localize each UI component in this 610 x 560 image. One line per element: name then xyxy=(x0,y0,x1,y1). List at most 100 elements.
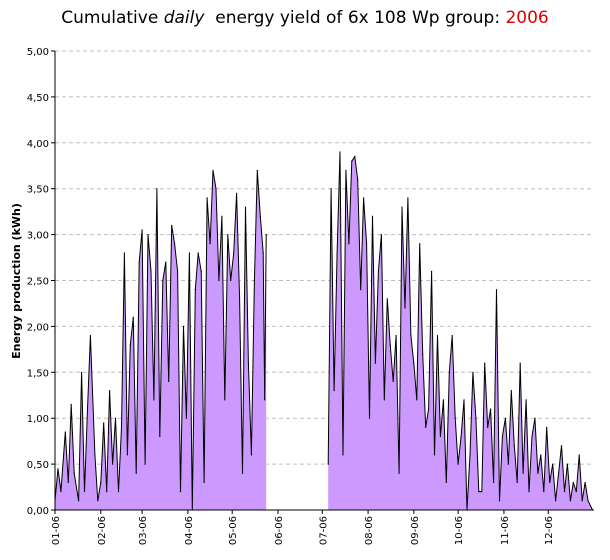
data-point xyxy=(566,463,569,465)
data-point xyxy=(563,491,566,493)
data-point xyxy=(233,252,235,254)
data-point xyxy=(549,481,551,484)
data-point xyxy=(224,399,226,401)
series-area xyxy=(55,170,267,511)
data-point xyxy=(64,431,66,433)
data-point xyxy=(492,481,495,484)
data-point xyxy=(197,252,199,254)
chart-title-year: 2006 xyxy=(505,8,549,28)
data-point xyxy=(534,417,536,419)
data-point xyxy=(510,390,512,392)
data-point xyxy=(238,298,241,300)
data-point xyxy=(380,234,382,236)
data-point xyxy=(433,454,436,456)
y-tick-label: 1,50 xyxy=(27,368,49,379)
data-point xyxy=(513,445,515,447)
data-point xyxy=(212,169,214,171)
data-point xyxy=(250,454,253,456)
data-point xyxy=(481,491,483,493)
data-point xyxy=(531,435,533,438)
data-point xyxy=(519,362,521,364)
data-point xyxy=(398,472,400,474)
data-point xyxy=(185,417,188,419)
data-point xyxy=(413,362,415,364)
data-point xyxy=(129,344,131,346)
data-point xyxy=(472,371,474,373)
data-point xyxy=(147,234,149,236)
data-point xyxy=(126,454,128,456)
y-tick-label: 0,50 xyxy=(27,460,49,471)
data-point xyxy=(454,417,456,419)
data-point xyxy=(244,206,247,208)
data-point xyxy=(135,472,137,474)
data-point xyxy=(106,491,108,493)
data-point xyxy=(114,417,117,419)
data-point xyxy=(70,403,72,406)
data-point xyxy=(351,160,353,162)
data-point xyxy=(100,481,102,484)
series-layer xyxy=(54,151,594,511)
data-point xyxy=(569,500,571,502)
data-point xyxy=(457,463,459,465)
data-point xyxy=(182,325,185,327)
data-point xyxy=(339,151,341,153)
data-point xyxy=(451,334,453,337)
data-point xyxy=(507,463,509,465)
data-point xyxy=(138,261,140,263)
data-point xyxy=(209,243,211,245)
data-point xyxy=(555,500,557,502)
data-point xyxy=(522,472,524,474)
data-point xyxy=(262,252,264,254)
chart-title-prefix: Cumulative xyxy=(61,8,164,28)
data-point xyxy=(460,435,462,438)
data-point xyxy=(221,215,223,217)
data-point xyxy=(264,399,266,401)
data-point xyxy=(203,481,205,484)
data-point xyxy=(584,481,586,484)
data-point xyxy=(141,229,143,231)
data-point xyxy=(377,270,379,272)
data-point xyxy=(383,399,385,401)
data-point xyxy=(78,500,80,502)
x-tick-label: 09-06 xyxy=(410,516,421,545)
data-point xyxy=(422,353,424,355)
y-tick-label: 2,50 xyxy=(27,277,49,288)
series-line xyxy=(54,170,267,511)
data-point xyxy=(371,215,374,217)
data-point xyxy=(336,252,338,254)
data-point xyxy=(540,454,542,456)
data-point xyxy=(200,270,202,272)
data-point xyxy=(587,500,589,502)
data-point xyxy=(89,334,92,337)
data-point xyxy=(463,399,465,401)
data-point xyxy=(132,316,134,318)
data-point xyxy=(171,224,173,227)
data-point xyxy=(117,491,120,493)
x-tick-label: 03-06 xyxy=(138,516,149,545)
data-point xyxy=(57,468,59,470)
x-tick-label: 06-06 xyxy=(274,516,285,545)
data-point xyxy=(365,243,368,245)
data-point xyxy=(159,435,161,438)
data-point xyxy=(543,491,545,493)
data-point xyxy=(410,334,412,337)
data-point xyxy=(419,243,421,245)
data-point xyxy=(327,463,329,465)
grid-lines xyxy=(55,50,594,465)
data-point xyxy=(97,500,99,502)
data-point xyxy=(560,445,563,447)
data-point xyxy=(404,307,406,309)
x-tick-label: 12-06 xyxy=(544,516,555,545)
data-point xyxy=(259,215,261,217)
data-point xyxy=(103,422,105,424)
x-tick-label: 08-06 xyxy=(364,516,375,545)
data-point xyxy=(265,234,267,236)
data-point xyxy=(218,279,220,282)
data-point xyxy=(363,197,365,199)
data-point xyxy=(348,243,350,245)
data-point xyxy=(241,472,244,474)
x-tick-label: 07-06 xyxy=(318,516,329,545)
data-point xyxy=(188,252,190,254)
data-point xyxy=(552,463,554,465)
